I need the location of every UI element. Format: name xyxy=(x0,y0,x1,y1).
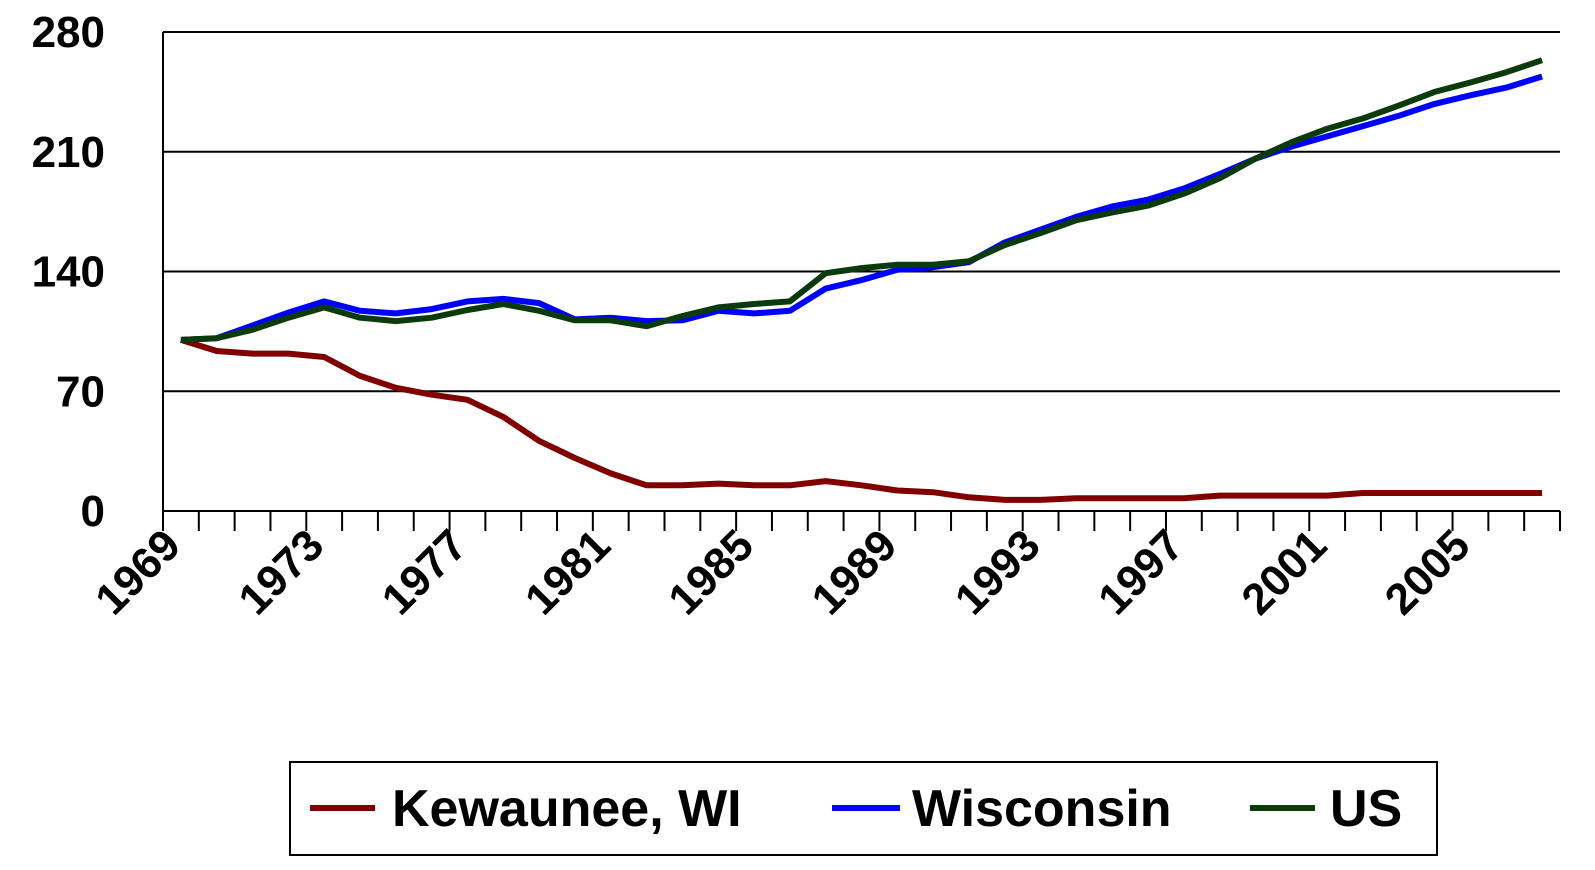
x-tick-label: 1985 xyxy=(659,520,763,624)
series-line xyxy=(180,57,1544,343)
legend-label: Kewaunee, WI xyxy=(392,780,742,838)
x-tick-label: 1993 xyxy=(946,520,1050,624)
legend-label: US xyxy=(1330,780,1402,838)
x-tick-label: 1969 xyxy=(86,520,190,624)
legend-label: Wisconsin xyxy=(912,780,1172,838)
series-line xyxy=(180,73,1543,343)
y-tick-label: 210 xyxy=(32,128,105,177)
x-tick-label: 1981 xyxy=(516,520,620,624)
y-tick-label: 70 xyxy=(56,367,105,416)
y-tick-label: 280 xyxy=(32,8,105,57)
x-tick-label: 2001 xyxy=(1232,520,1336,624)
x-tick-label: 1977 xyxy=(373,520,477,624)
x-tick-label: 1997 xyxy=(1089,520,1193,624)
y-tick-label: 0 xyxy=(81,487,105,536)
x-tick-label: 1989 xyxy=(803,520,907,624)
x-tick-label: 1973 xyxy=(229,520,333,624)
series-line xyxy=(180,337,1543,503)
x-tick-label: 2005 xyxy=(1376,520,1480,624)
y-tick-label: 140 xyxy=(32,248,105,297)
